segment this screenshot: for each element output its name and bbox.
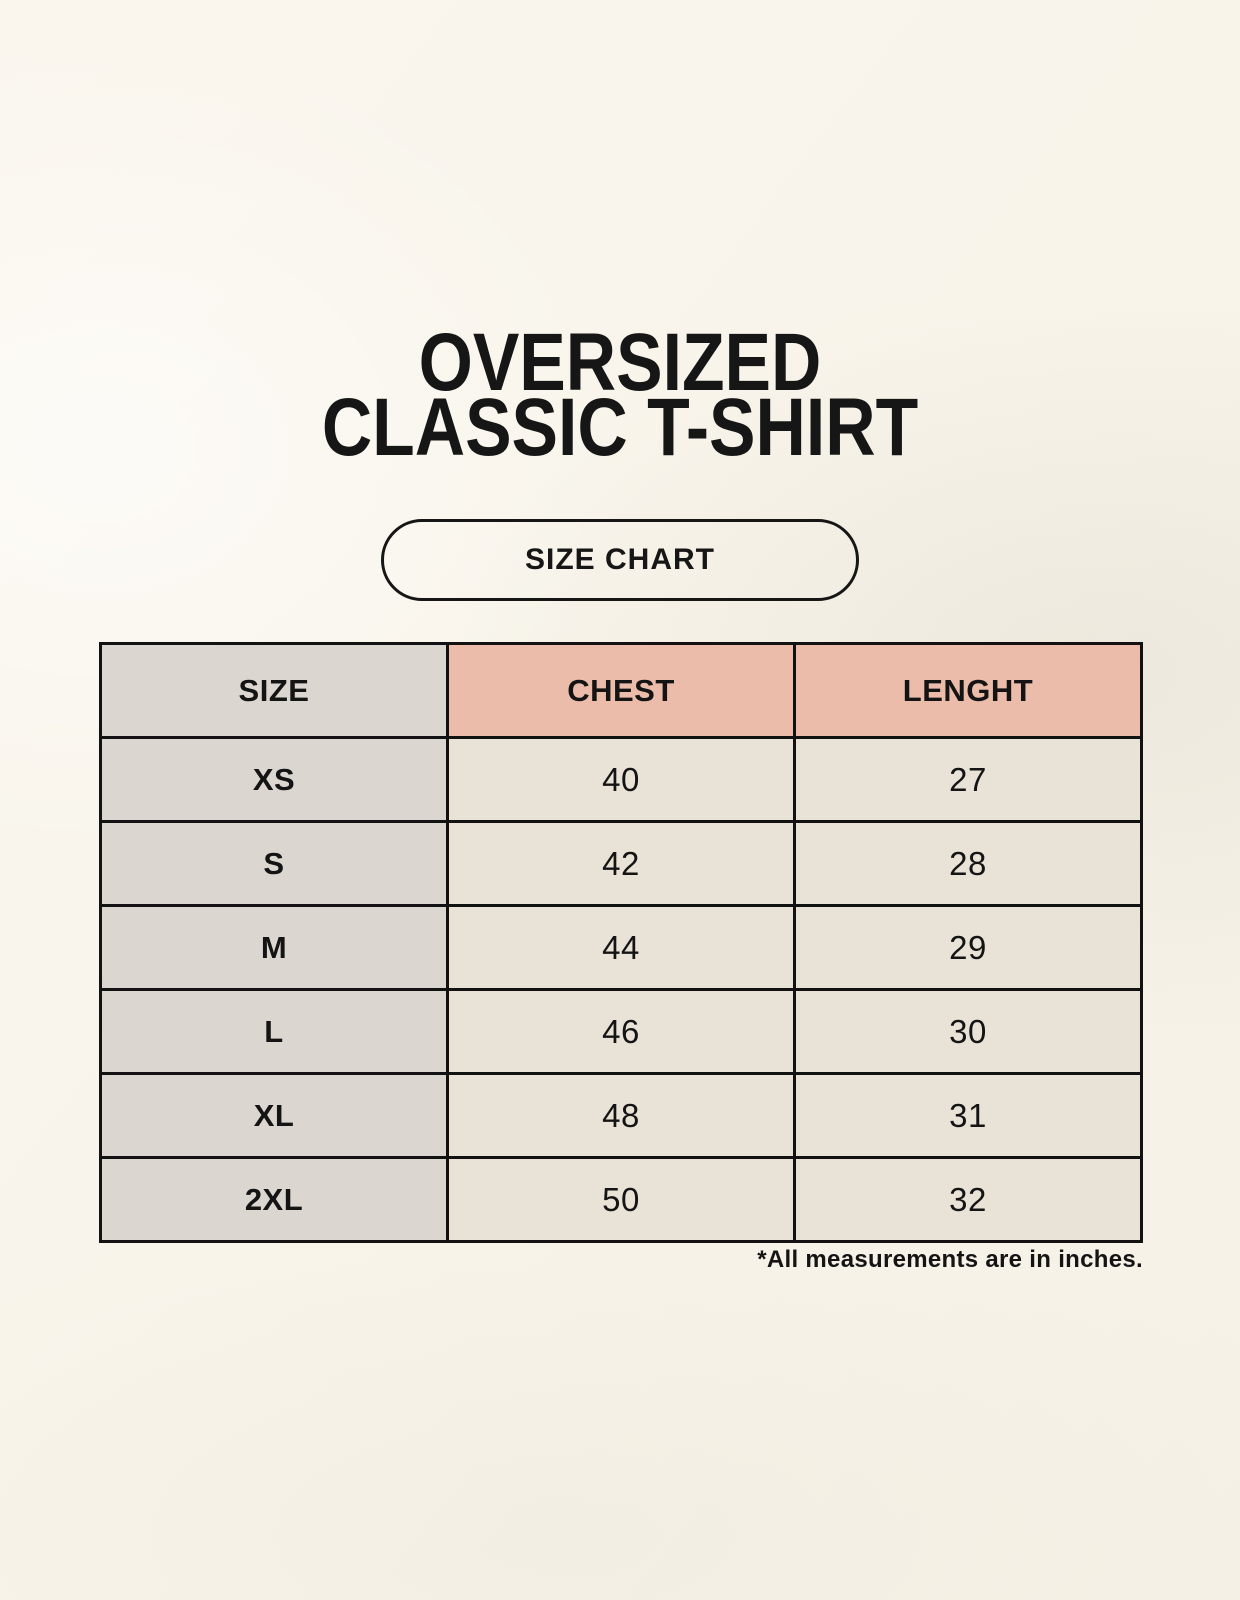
lenght-value: 28 [949,844,987,882]
title-line-1: OVERSIZED [418,317,822,408]
lenght-cell: 28 [793,820,1143,907]
size-chart-table: SIZE CHEST LENGHT XS 40 27 S 42 28 M 44 … [99,642,1143,1243]
title-line-2: CLASSIC T-SHIRT [321,382,919,473]
chest-cell: 48 [446,1072,796,1159]
table-row: M 44 29 [99,904,1143,991]
table-row: XL 48 31 [99,1072,1143,1159]
column-header-size: SIZE [99,642,449,739]
column-header-chest-label: CHEST [567,672,675,708]
lenght-cell: 32 [793,1156,1143,1243]
column-header-lenght-label: LENGHT [902,672,1034,708]
chest-value: 48 [602,1096,640,1134]
chest-value: 42 [602,844,640,882]
size-value: S [263,845,285,881]
lenght-cell: 29 [793,904,1143,991]
size-cell: 2XL [99,1156,449,1243]
chest-cell: 44 [446,904,796,991]
lenght-cell: 30 [793,988,1143,1075]
size-value: XS [252,761,296,797]
column-header-size-label: SIZE [238,672,310,708]
chest-value: 40 [602,760,640,798]
table-row: S 42 28 [99,820,1143,907]
table-row: 2XL 50 32 [99,1156,1143,1243]
chest-value: 44 [602,928,640,966]
column-header-chest: CHEST [446,642,796,739]
size-cell: L [99,988,449,1075]
size-value: M [260,929,288,965]
size-chart-badge-label: SIZE CHART [525,543,715,576]
chest-value: 46 [602,1012,640,1050]
size-value: 2XL [244,1181,304,1217]
lenght-value: 32 [949,1180,987,1218]
size-cell: M [99,904,449,991]
lenght-cell: 31 [793,1072,1143,1159]
size-cell: S [99,820,449,907]
size-cell: XL [99,1072,449,1159]
lenght-cell: 27 [793,736,1143,823]
lenght-value: 27 [949,760,987,798]
chest-cell: 46 [446,988,796,1075]
column-header-lenght: LENGHT [793,642,1143,739]
chest-cell: 42 [446,820,796,907]
lenght-value: 29 [949,928,987,966]
page-title: OVERSIZED CLASSIC T-SHIRT [93,317,1147,473]
size-cell: XS [99,736,449,823]
lenght-value: 30 [949,1012,987,1050]
size-value: XL [253,1097,295,1133]
lenght-value: 31 [949,1096,987,1134]
table-row: XS 40 27 [99,736,1143,823]
chest-cell: 50 [446,1156,796,1243]
table-row: L 46 30 [99,988,1143,1075]
measurements-footnote: *All measurements are in inches. [757,1246,1143,1273]
size-chart-badge: SIZE CHART [381,519,859,601]
chest-value: 50 [602,1180,640,1218]
size-value: L [264,1013,284,1049]
chest-cell: 40 [446,736,796,823]
header-row: SIZE CHEST LENGHT [99,642,1143,739]
